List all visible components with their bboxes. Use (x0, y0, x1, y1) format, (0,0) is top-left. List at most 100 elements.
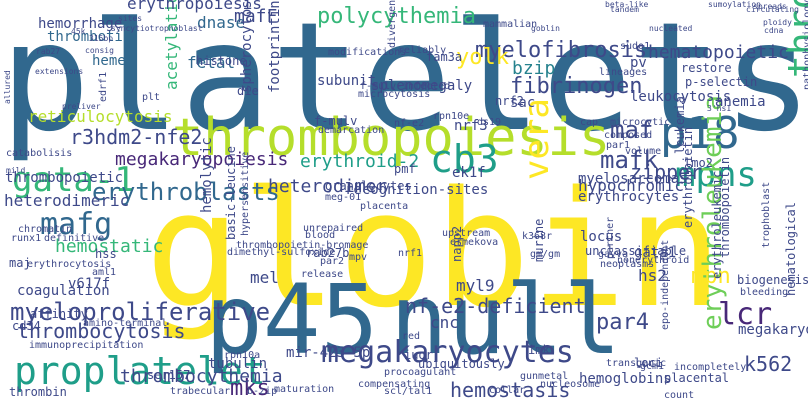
cloud-word: acetylation (162, 0, 181, 90)
cloud-word: pv (630, 55, 647, 71)
cloud-word: upstream (442, 228, 491, 239)
cloud-word: f-mulv (314, 114, 358, 128)
cloud-word: maj (9, 256, 31, 270)
cloud-word: mafg (40, 207, 113, 242)
cloud-word: mpv (349, 252, 368, 263)
cloud-word: loci (634, 356, 663, 370)
cloud-word: allured (3, 70, 12, 104)
cloud-word: thrombopoietin-bromage (236, 240, 369, 251)
cloud-word: cdna (764, 26, 784, 35)
cloud-word: cap (580, 117, 599, 128)
cloud-word: anemia (715, 94, 766, 110)
cloud-word: plt (142, 92, 161, 103)
cloud-word: erythropoiesis (127, 0, 262, 13)
cloud-word: fibrinogen (510, 74, 643, 99)
cloud-word: gcm1 (640, 361, 665, 372)
cloud-word: catabolisis (6, 148, 73, 159)
cloud-word: aml1 (92, 267, 117, 278)
cloud-word: sudo1 (620, 41, 651, 52)
cloud-word: ermekova (450, 237, 499, 248)
cloud-word: reliably (398, 45, 447, 56)
cloud-word: edrf1 (98, 71, 109, 102)
cloud-word: footprinting (267, 0, 283, 93)
cloud-word: nrf1 (398, 248, 423, 259)
cloud-word: p18 (660, 108, 740, 159)
cloud-word: myelofibrosis (475, 38, 648, 63)
cloud-word: p45 (205, 264, 379, 376)
cloud-word: fetal (187, 53, 236, 72)
cloud-word: volume (625, 146, 662, 157)
cloud-word: globin (145, 156, 723, 343)
cloud-word: f-mulv-infected (360, 81, 451, 92)
cloud-word: thrombocytosis (17, 319, 186, 343)
cloud-word: polycythemia (317, 4, 476, 29)
cloud-word: proplatelet (14, 349, 266, 393)
cloud-word: erythroid-2 (300, 151, 420, 172)
cloud-word: divergent (387, 0, 398, 48)
cloud-word: granulocytes (325, 179, 412, 193)
cloud-word: beta-like (605, 0, 649, 9)
cloud-word: cnc (430, 313, 459, 332)
cloud-word: erythrocytes (578, 189, 680, 205)
cloud-word: ds19 (477, 117, 502, 128)
cloud-word: mammalian (483, 19, 538, 30)
cloud-word: lmo2 (684, 156, 713, 170)
cloud-word: syncytiotrophoblast (111, 24, 203, 33)
cloud-word: thrombopoiesis (172, 108, 611, 168)
cloud-word: extensions (35, 67, 84, 76)
cloud-word: coagulation (17, 283, 110, 299)
cloud-word: biogenesis (737, 273, 808, 287)
cloud-word: trophoblast (761, 181, 772, 248)
cloud-word: mel (250, 268, 279, 287)
cloud-word: gm/gm (530, 249, 561, 260)
cloud-word: preliver (62, 102, 101, 111)
cloud-word: nrf2 (495, 94, 524, 108)
cloud-word: erythropoietin (681, 126, 695, 228)
cloud-word: goblin (531, 24, 560, 33)
cloud-word: count (664, 390, 695, 401)
cloud-word: ubiquitously (418, 357, 505, 371)
cloud-word: imk (528, 343, 550, 357)
cloud-word: bleeding (740, 287, 789, 298)
cloud-word: hemoglobins (579, 371, 672, 387)
cloud-word: lineages (599, 67, 648, 78)
cloud-word: hypersensitive (240, 151, 251, 236)
cloud-word: runx1 (11, 233, 42, 244)
cloud-word: heterodimer (268, 176, 388, 197)
cloud-word: thrombocythemia (120, 366, 283, 387)
cloud-word: v617f (68, 276, 111, 292)
cloud-word: myelosarcomas (578, 171, 688, 187)
cloud-word: spherocytosis (239, 0, 255, 93)
cloud-word: locus (580, 229, 623, 245)
cloud-word: sumoylation (708, 0, 761, 9)
cloud-word: mafF (234, 6, 278, 27)
cloud-word: thrombotic (47, 29, 132, 45)
cloud-word: microcytic (610, 117, 671, 128)
cloud-word: nonerythroid (617, 255, 690, 266)
cloud-word: reticulocytosis (28, 107, 173, 126)
cloud-word: ploidy (763, 18, 792, 27)
cloud-word: nf-e2-deficient (405, 294, 586, 318)
cloud-word: consig (85, 46, 114, 55)
cloud-word: 45k (71, 27, 86, 36)
cloud-word: hs2 (638, 266, 667, 285)
cloud-word: rpn10a (224, 350, 261, 361)
cloud-word: erythroblasts (92, 178, 280, 206)
cloud-word: chromatin (18, 224, 73, 235)
cloud-word: histone (196, 54, 247, 68)
cloud-word: hematopoietic (648, 42, 789, 63)
cloud-word: definitive (44, 233, 105, 244)
cloud-word: rab27b (306, 246, 350, 260)
cloud-word: mpn (691, 264, 731, 289)
cloud-word: microcytosis (358, 89, 431, 100)
cloud-word: megakaryocytic (738, 322, 808, 338)
cloud-word: mks (230, 376, 270, 401)
cloud-word: napp2 (450, 225, 464, 262)
cloud-word: compensating (358, 379, 431, 390)
cloud-word: fam3a (426, 50, 463, 64)
cloud-word: blood (305, 230, 336, 241)
cloud-word: heterodimeric (4, 191, 130, 210)
cloud-word: hemorrhage (38, 16, 123, 32)
cloud-word: gata1 (634, 245, 677, 261)
